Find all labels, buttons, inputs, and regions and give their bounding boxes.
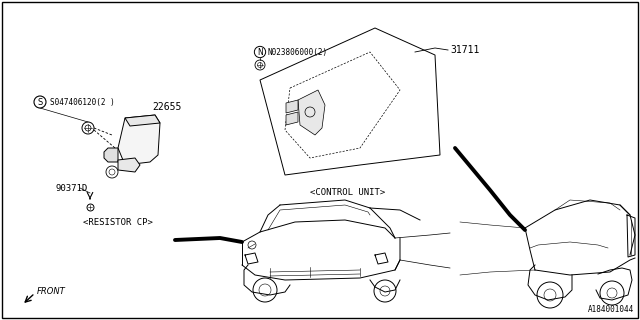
Text: A184001044: A184001044 <box>588 305 634 314</box>
Polygon shape <box>286 100 298 113</box>
Text: <CONTROL UNIT>: <CONTROL UNIT> <box>310 188 386 196</box>
Text: N: N <box>257 47 263 57</box>
Polygon shape <box>298 90 325 135</box>
Text: N023806000(2): N023806000(2) <box>268 47 328 57</box>
Text: 22655: 22655 <box>152 102 181 112</box>
Text: S047406120(2 ): S047406120(2 ) <box>50 98 115 107</box>
Text: 31711: 31711 <box>450 45 479 55</box>
Polygon shape <box>286 112 298 125</box>
Polygon shape <box>125 115 160 126</box>
Polygon shape <box>118 158 140 172</box>
Text: <RESISTOR CP>: <RESISTOR CP> <box>83 218 153 227</box>
Text: FRONT: FRONT <box>37 286 66 295</box>
Text: 90371D: 90371D <box>55 183 87 193</box>
Polygon shape <box>118 115 160 165</box>
Text: S: S <box>37 98 43 107</box>
Polygon shape <box>260 28 440 175</box>
Polygon shape <box>104 148 118 162</box>
